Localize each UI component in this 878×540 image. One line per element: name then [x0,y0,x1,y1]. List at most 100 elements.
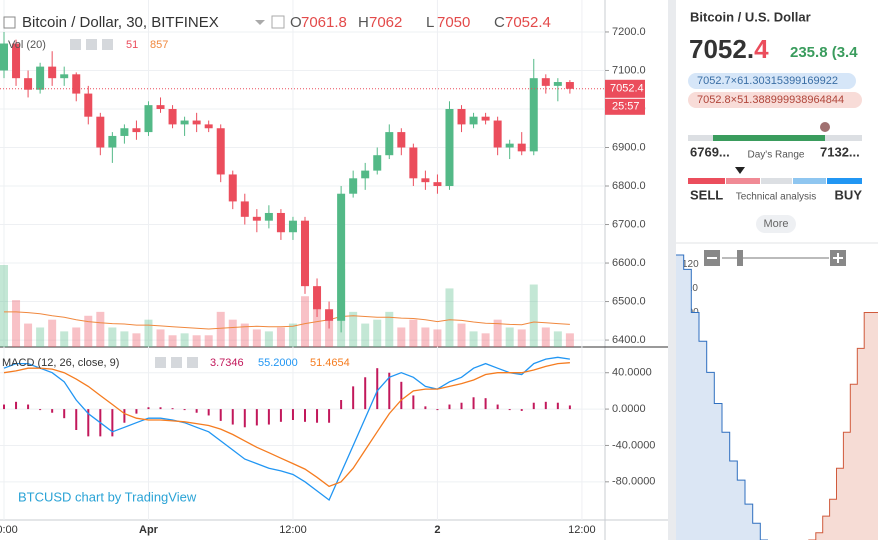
volume-bar [156,329,165,347]
y-tick-label: 7200.0 [612,26,646,38]
volume-bar [349,311,358,347]
volume-bar [36,327,45,347]
range-marker-tip [822,128,828,132]
macd-hist [27,404,30,410]
volume-bar [457,323,466,347]
macd-hist [556,402,559,410]
volume-bar [469,331,478,347]
ohlc-value: 7061.8 [301,14,347,31]
ohlc-key: H [358,14,369,31]
macd-hist [39,409,42,411]
volume-bar [12,300,21,347]
more: More [763,218,788,230]
volume-bar [216,311,225,347]
ta-label: Technical analysis [736,192,817,203]
volume-bar [421,327,430,347]
volume-bar [481,333,490,347]
macd-hist [472,397,475,410]
depth-tick-label: 120 [682,259,699,270]
macd-title: MACD (12, 26, close, 9) [2,357,119,369]
macd-hist [51,409,54,413]
settings-icon[interactable] [271,15,285,29]
macd-hist [340,400,343,410]
side-change: 235.8 (3.4 [790,44,858,61]
icon[interactable] [155,357,166,368]
volume-bar [240,323,249,347]
volume-ma [4,311,570,330]
icon[interactable] [70,39,81,50]
symbol-menu[interactable] [255,20,265,25]
candle-body [385,132,394,156]
candle-body [397,132,406,148]
candle-body [313,286,322,310]
candle-body [252,216,261,221]
macd-hist [448,404,451,410]
ta-seg [793,178,826,184]
hist-current: 3.7346 [210,357,244,369]
volume-bar [180,333,189,347]
ta-seg [726,178,760,184]
candle-body [373,155,382,171]
macd-hist [520,409,523,411]
macd-hist [159,407,162,410]
ohlc-key: C [494,14,505,31]
y-tick-label: 6700.0 [612,218,646,230]
macd-hist [508,409,511,411]
candle-body [541,78,550,86]
macd-hist [316,409,319,423]
macd-hist [135,409,138,414]
candle-body [301,220,309,287]
last-price-label: 7052.4 [610,83,644,95]
icon[interactable] [102,39,113,50]
ohlc: O 7061.8 H 7062 L 7050 C 7052.4 [290,14,551,31]
candle-body [433,182,442,187]
macd-hist [279,409,282,422]
volume-bar [505,327,514,347]
macd-hist [219,409,222,421]
macd-hist [364,377,367,410]
x-tick-label: 12:00 [279,524,307,536]
icon[interactable] [171,357,182,368]
macd-hist [412,395,415,410]
bid: 7052.7×61.30315399169922 [697,75,838,87]
collapse-icon[interactable] [3,16,16,29]
volume-bar [132,333,141,347]
y-tick-label: 6600.0 [612,257,646,269]
candle-body [457,108,466,125]
volume-bar [276,327,285,347]
more-button[interactable] [756,215,796,233]
candle-body [180,120,189,125]
y-tick-label: -40.0000 [612,439,655,451]
icon[interactable] [187,357,198,368]
candle-body [529,78,538,152]
zoom-handle[interactable] [737,250,743,266]
y-tick-label: 6400.0 [612,334,646,346]
candle-body [132,128,141,133]
candle-body [264,212,273,221]
volume-bar [301,296,309,347]
macd-hist [436,409,439,411]
ask: 7052.8×51.388999938964844 [697,94,844,106]
volume-bar [0,265,8,347]
macd-hist [460,402,463,410]
candle-body [204,124,213,129]
countdown: 25:57 [612,101,640,113]
candle-body [228,174,237,202]
macd-hist [400,381,403,410]
macd-hist [544,401,547,410]
ta-seg [827,178,862,184]
ohlc-key: O [290,14,302,31]
macd-hist [75,409,78,430]
volume-bar [517,329,526,347]
y-tick-label: 7100.0 [612,64,646,76]
icon[interactable] [86,39,97,50]
macd-hist [352,386,355,410]
candle-body [24,78,33,90]
candle-body [349,178,358,194]
y-tick-label: 6800.0 [612,180,646,192]
volume-bar [433,329,442,347]
zoom-in-icon [833,253,843,263]
vol-title: Vol (20) [8,39,46,51]
candle-body [517,143,526,152]
bid-pill [688,73,856,89]
